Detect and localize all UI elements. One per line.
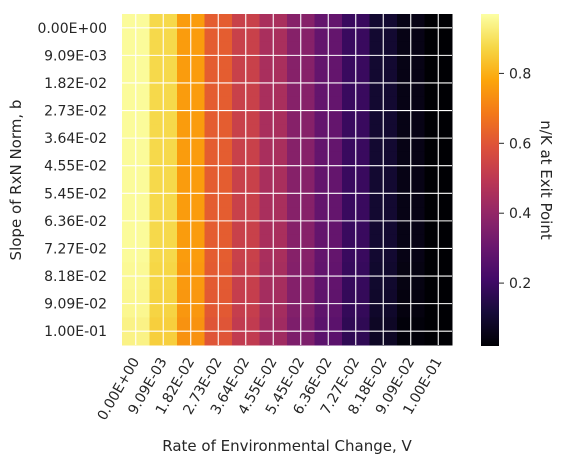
colorbar (481, 14, 499, 346)
y-tick-label: 9.09E-03 (44, 48, 107, 64)
y-axis-label: Slope of RxN Norm, b (7, 100, 25, 261)
y-tick-labels: 0.00E+00 9.09E-03 1.82E-02 2.73E-02 3.64E-02… (37, 21, 107, 340)
x-tick-labels: 0.00E+009.09E-031.82E-022.73E-023.64E-02… (95, 355, 446, 423)
y-tick-label: 9.09E-02 (44, 297, 107, 313)
colorbar-ticks: 0.2 0.4 0.6 0.8 (499, 66, 531, 292)
colorbar-tick-label: 0.2 (509, 276, 531, 292)
y-tick-label: 0.00E+00 (37, 21, 107, 37)
colorbar-tick-label: 0.8 (509, 66, 531, 82)
y-tick-label: 1.00E-01 (44, 324, 107, 340)
y-tick-label: 2.73E-02 (44, 104, 107, 120)
y-tick-label: 4.55E-02 (44, 159, 107, 175)
x-axis-label: Rate of Environmental Change, V (162, 437, 412, 455)
heatmap-gridlines (122, 14, 452, 345)
colorbar-tick-label: 0.6 (509, 136, 531, 152)
y-tick-label: 1.82E-02 (44, 76, 107, 92)
colorbar-label: n/K at Exit Point (537, 120, 555, 240)
y-tick-label: 6.36E-02 (44, 214, 107, 230)
y-tick-label: 3.64E-02 (44, 131, 107, 147)
y-tick-label: 7.27E-02 (44, 241, 107, 257)
y-tick-label: 5.45E-02 (44, 186, 107, 202)
heatmap-cells (122, 14, 453, 346)
y-tick-label: 8.18E-02 (44, 269, 107, 285)
colorbar-tick-label: 0.4 (509, 206, 531, 222)
